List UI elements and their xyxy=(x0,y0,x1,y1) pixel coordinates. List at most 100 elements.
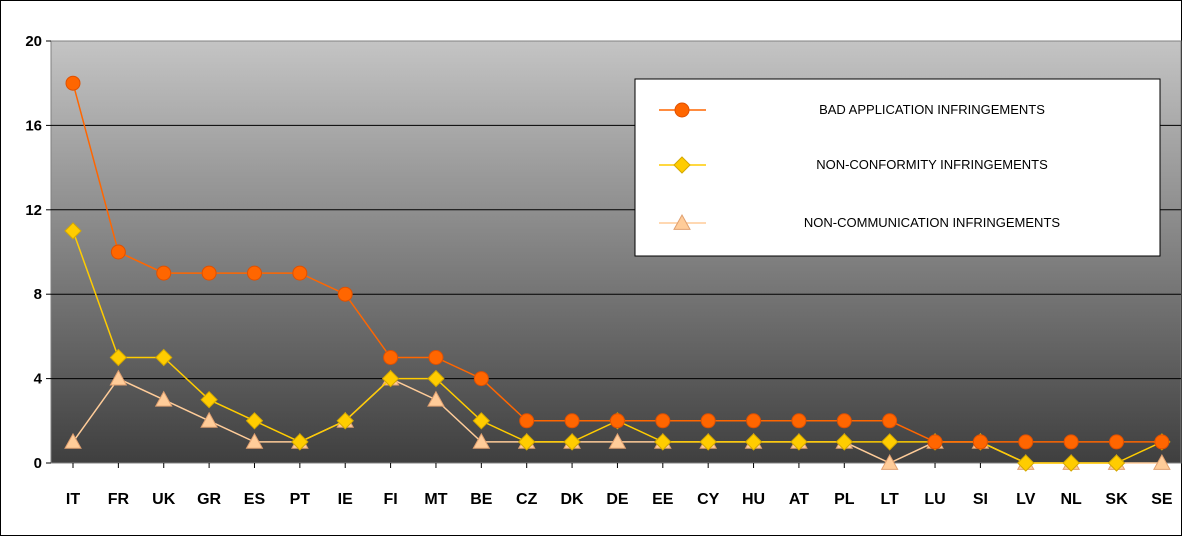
x-tick-label: DE xyxy=(606,491,629,508)
data-point xyxy=(381,369,400,388)
y-axis-ticks: 0 4 8 12 16 20 xyxy=(25,33,51,472)
data-point xyxy=(972,434,988,450)
data-point xyxy=(700,413,716,429)
data-point xyxy=(1154,434,1170,450)
data-point xyxy=(654,433,672,451)
x-tick-label: LU xyxy=(924,491,945,508)
data-point xyxy=(1107,454,1126,472)
legend-box xyxy=(634,78,1161,257)
data-point xyxy=(1062,454,1080,472)
data-point xyxy=(245,412,264,430)
y-tick-label: 8 xyxy=(34,286,42,303)
legend-marker xyxy=(674,102,690,118)
data-point xyxy=(699,433,717,451)
data-point xyxy=(109,369,128,386)
data-point xyxy=(882,413,898,429)
series-circle xyxy=(65,75,1170,450)
data-point xyxy=(746,413,762,429)
series-lines xyxy=(64,75,1171,472)
x-tick-label: SI xyxy=(973,491,988,508)
x-tick-label: SE xyxy=(1151,491,1173,508)
data-point xyxy=(564,413,580,429)
y-tick-label: 12 xyxy=(25,202,42,219)
data-point xyxy=(744,433,763,451)
x-tick-label: PL xyxy=(834,491,855,508)
legend: BAD APPLICATION INFRINGEMENTS NON-CONFORM… xyxy=(634,78,1161,257)
data-point xyxy=(246,265,262,281)
x-axis-ticks: IT FR UK GR ES PT IE FI MT BE CZ DK DE EE CY HU AT PL LT LU… xyxy=(66,463,1173,508)
data-point xyxy=(473,371,489,387)
legend-label: NON-CONFORMITY INFRINGEMENTS xyxy=(816,157,1048,172)
data-point xyxy=(880,453,899,470)
data-point xyxy=(156,265,172,281)
x-tick-label: PT xyxy=(290,491,311,508)
data-point xyxy=(200,390,218,409)
x-tick-label: MT xyxy=(424,491,447,508)
data-point xyxy=(337,286,353,302)
data-point xyxy=(200,411,218,428)
data-point xyxy=(428,350,444,365)
data-point xyxy=(1063,434,1079,450)
x-tick-label: FR xyxy=(108,491,130,508)
data-point xyxy=(292,265,308,281)
data-point xyxy=(517,433,536,451)
data-point xyxy=(291,433,309,451)
data-point xyxy=(608,432,627,449)
data-point xyxy=(1109,434,1125,450)
data-point xyxy=(1018,434,1034,450)
data-point xyxy=(519,413,535,429)
y-tick-label: 4 xyxy=(34,371,43,388)
x-tick-label: AT xyxy=(789,491,809,508)
data-point xyxy=(336,412,354,430)
x-tick-label: CZ xyxy=(516,491,538,508)
data-point xyxy=(472,432,491,449)
data-point xyxy=(427,390,445,407)
data-point xyxy=(1017,454,1035,472)
y-tick-label: 16 xyxy=(25,117,42,134)
x-tick-label: LT xyxy=(880,491,899,508)
legend-marker xyxy=(673,213,691,230)
legend-label: NON-COMMUNICATION INFRINGEMENTS xyxy=(804,215,1060,230)
data-point xyxy=(65,75,81,91)
data-point xyxy=(155,348,173,367)
data-point xyxy=(64,432,82,449)
y-tick-label: 0 xyxy=(34,455,42,472)
x-tick-label: NL xyxy=(1060,491,1082,508)
x-tick-label: BE xyxy=(470,491,493,508)
data-point xyxy=(109,348,128,367)
data-point xyxy=(154,390,173,407)
x-tick-label: DK xyxy=(561,491,585,508)
x-tick-label: SK xyxy=(1105,491,1128,508)
data-point xyxy=(472,412,491,430)
gridlines xyxy=(51,124,1181,380)
legend-marker xyxy=(673,156,691,174)
x-tick-label: UK xyxy=(152,491,176,508)
data-point xyxy=(835,433,853,451)
y-tick-label: 20 xyxy=(25,33,42,50)
data-point xyxy=(201,265,217,281)
data-point xyxy=(110,244,126,260)
data-point xyxy=(790,433,808,451)
x-tick-label: ES xyxy=(244,491,266,508)
data-point xyxy=(609,413,625,429)
legend-label: BAD APPLICATION INFRINGEMENTS xyxy=(819,102,1045,117)
data-point xyxy=(836,413,852,429)
data-point xyxy=(64,222,82,240)
x-tick-label: FI xyxy=(383,491,397,508)
x-tick-label: LV xyxy=(1016,491,1036,508)
x-tick-label: GR xyxy=(197,491,221,508)
x-tick-label: IE xyxy=(338,491,353,508)
x-tick-label: HU xyxy=(742,491,765,508)
data-point xyxy=(427,369,445,388)
data-point xyxy=(1153,453,1171,470)
data-point xyxy=(927,434,943,450)
data-point xyxy=(245,432,264,449)
x-tick-label: EE xyxy=(652,491,674,508)
x-tick-label: IT xyxy=(66,491,80,508)
data-point xyxy=(655,413,671,429)
x-tick-label: CY xyxy=(697,491,720,508)
data-point xyxy=(880,433,899,451)
data-point xyxy=(563,433,581,451)
